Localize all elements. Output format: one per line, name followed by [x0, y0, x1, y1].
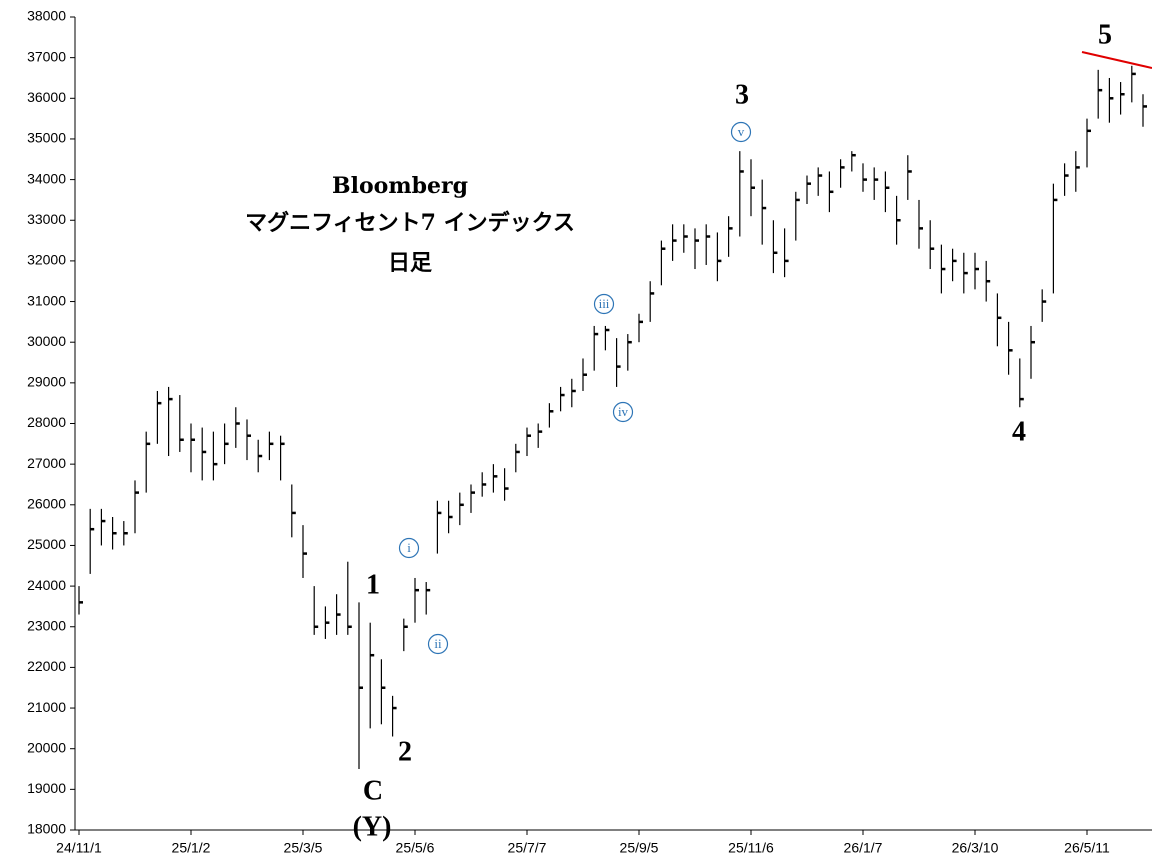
y-tick-label: 20000 [27, 739, 66, 755]
x-tick-label: 25/7/7 [508, 840, 547, 856]
x-tick-label: 25/5/6 [396, 840, 435, 856]
x-tick-label: 25/11/6 [728, 840, 774, 856]
y-tick-label: 27000 [27, 455, 66, 471]
x-tick-label: 25/1/2 [172, 840, 211, 856]
wave-label: 2 [398, 736, 412, 767]
x-tick-label: 26/3/10 [952, 840, 999, 856]
y-tick-label: 18000 [27, 821, 66, 837]
y-tick-label: 29000 [27, 374, 66, 390]
y-tick-label: 37000 [27, 48, 66, 64]
sub-wave-label: iv [618, 404, 629, 419]
y-tick-label: 36000 [27, 89, 66, 105]
sub-wave-label: ii [434, 636, 442, 651]
y-tick-label: 28000 [27, 414, 66, 430]
sub-wave-circle [730, 121, 752, 143]
y-tick-label: 34000 [27, 170, 66, 186]
y-tick-label: 35000 [27, 130, 66, 146]
wave-label: 4 [1012, 416, 1026, 447]
x-tick-label: 25/3/5 [284, 840, 323, 856]
y-tick-label: 24000 [27, 577, 66, 593]
title-line: マグニフィセント7 インデックス [245, 210, 575, 236]
wave-label: C [363, 775, 383, 806]
y-tick-label: 23000 [27, 617, 66, 633]
x-tick-label: 26/1/7 [844, 840, 883, 856]
x-tick-label: 25/9/5 [620, 840, 659, 856]
y-tick-label: 32000 [27, 252, 66, 268]
trend-line [1081, 51, 1152, 69]
sub-wave-circle [427, 633, 449, 655]
sub-wave-label: v [738, 124, 745, 139]
y-tick-label: 26000 [27, 496, 66, 512]
sub-wave-label: iii [599, 296, 610, 311]
y-tick-label: 22000 [27, 658, 66, 674]
y-tick-label: 38000 [27, 8, 66, 24]
sub-wave-circle [398, 537, 420, 559]
wave-label: 3 [735, 79, 749, 110]
y-tick-label: 30000 [27, 333, 66, 349]
title-line: Bloomberg [332, 173, 468, 199]
wave-label: 5 [1098, 19, 1112, 50]
x-tick-label: 26/5/11 [1064, 840, 1110, 856]
wave-label: (Y) [353, 811, 392, 842]
wave-label: 1 [366, 569, 380, 600]
sub-wave-circle [612, 401, 634, 423]
title-line: 日足 [388, 250, 432, 276]
x-tick-label: 24/11/1 [56, 840, 102, 856]
y-tick-label: 31000 [27, 292, 66, 308]
y-tick-label: 33000 [27, 211, 66, 227]
sub-wave-label: i [407, 540, 411, 555]
y-tick-label: 19000 [27, 780, 66, 796]
y-tick-label: 21000 [27, 699, 66, 715]
sub-wave-circle [593, 293, 615, 315]
y-tick-label: 25000 [27, 536, 66, 552]
